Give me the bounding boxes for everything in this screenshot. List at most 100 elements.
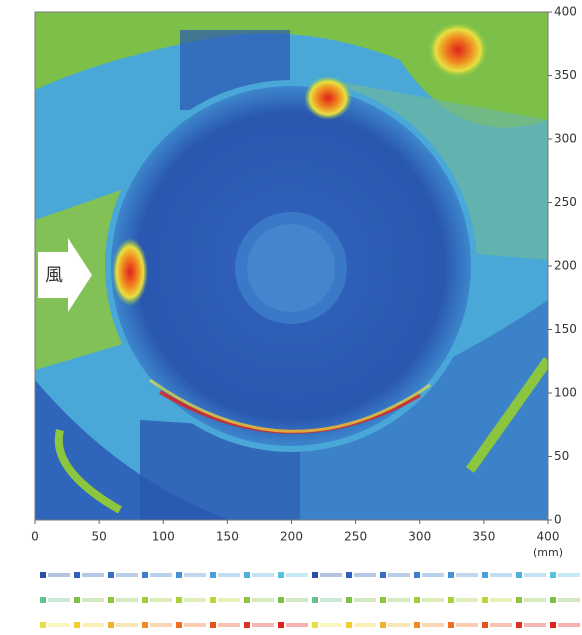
legend-swatch bbox=[278, 622, 284, 628]
legend-swatch bbox=[414, 572, 420, 578]
legend-text-blur bbox=[48, 623, 70, 627]
legend-text-blur bbox=[354, 573, 376, 577]
annotation: 風 bbox=[45, 265, 63, 286]
legend-text-blur bbox=[82, 598, 104, 602]
legend-text-blur bbox=[490, 573, 512, 577]
legend-text-blur bbox=[388, 623, 410, 627]
legend-text-blur bbox=[422, 573, 444, 577]
legend-swatch bbox=[482, 572, 488, 578]
legend-text-blur bbox=[48, 573, 70, 577]
y-tick-label: 200 bbox=[554, 259, 577, 273]
legend-text-blur bbox=[184, 573, 206, 577]
legend-swatch bbox=[448, 622, 454, 628]
x-tick-label: 300 bbox=[408, 530, 431, 544]
x-tick-label: 350 bbox=[472, 530, 495, 544]
legend-swatch bbox=[414, 622, 420, 628]
legend-swatch bbox=[278, 597, 284, 603]
legend-text-blur bbox=[286, 598, 308, 602]
legend-swatch bbox=[550, 622, 556, 628]
legend-text-blur bbox=[82, 573, 104, 577]
legend-swatch bbox=[448, 597, 454, 603]
legend-swatch bbox=[550, 597, 556, 603]
legend-text-blur bbox=[320, 623, 342, 627]
legend-text-blur bbox=[150, 573, 172, 577]
legend-swatch bbox=[244, 597, 250, 603]
legend-text-blur bbox=[558, 573, 580, 577]
legend-swatch bbox=[74, 622, 80, 628]
legend-swatch bbox=[312, 622, 318, 628]
legend-swatch bbox=[142, 572, 148, 578]
legend-text-blur bbox=[524, 573, 546, 577]
legend-text-blur bbox=[354, 623, 376, 627]
legend-text-blur bbox=[150, 623, 172, 627]
x-tick-label: 100 bbox=[152, 530, 175, 544]
legend-swatches bbox=[40, 572, 580, 628]
legend-swatch bbox=[244, 622, 250, 628]
legend-swatch bbox=[176, 572, 182, 578]
legend-text-blur bbox=[252, 598, 274, 602]
legend-text-blur bbox=[558, 623, 580, 627]
legend-text-blur bbox=[184, 623, 206, 627]
legend-text-blur bbox=[286, 623, 308, 627]
y-tick-label: 150 bbox=[554, 322, 577, 336]
legend-text-blur bbox=[422, 623, 444, 627]
legend-text-blur bbox=[48, 598, 70, 602]
legend-text-blur bbox=[252, 623, 274, 627]
legend-swatch bbox=[312, 572, 318, 578]
legend-text-blur bbox=[218, 573, 240, 577]
legend-swatch bbox=[108, 597, 114, 603]
legend-swatch bbox=[550, 572, 556, 578]
legend-swatch bbox=[380, 597, 386, 603]
legend-text-blur bbox=[116, 623, 138, 627]
chart: 風 (mm) 050100150200250300350400050100150… bbox=[0, 0, 582, 635]
heatmap-image bbox=[35, 12, 548, 520]
legend-swatch bbox=[278, 572, 284, 578]
legend-swatch bbox=[414, 597, 420, 603]
y-tick-label: 250 bbox=[554, 195, 577, 209]
legend-swatch bbox=[74, 597, 80, 603]
y-tick-label: 350 bbox=[554, 68, 577, 82]
legend-text-blur bbox=[558, 598, 580, 602]
legend-swatch bbox=[40, 572, 46, 578]
legend-swatch bbox=[346, 572, 352, 578]
x-tick-label: 0 bbox=[31, 530, 39, 544]
x-tick-label: 400 bbox=[537, 530, 560, 544]
legend-text-blur bbox=[320, 573, 342, 577]
legend-text-blur bbox=[456, 623, 478, 627]
legend-swatch bbox=[516, 622, 522, 628]
legend-text-blur bbox=[150, 598, 172, 602]
legend-swatch bbox=[312, 597, 318, 603]
legend-text-blur bbox=[524, 623, 546, 627]
legend-swatch bbox=[210, 572, 216, 578]
legend-swatch bbox=[346, 622, 352, 628]
legend-swatch bbox=[210, 597, 216, 603]
legend-text-blur bbox=[388, 598, 410, 602]
x-tick-label: 50 bbox=[91, 530, 106, 544]
legend-text-blur bbox=[252, 573, 274, 577]
legend-text-blur bbox=[422, 598, 444, 602]
legend-text-blur bbox=[490, 623, 512, 627]
legend-swatch bbox=[108, 572, 114, 578]
legend-swatch bbox=[40, 622, 46, 628]
y-tick-label: 300 bbox=[554, 132, 577, 146]
y-tick-label: 400 bbox=[554, 5, 577, 19]
y-tick-label: 100 bbox=[554, 386, 577, 400]
y-tick-label: 50 bbox=[554, 449, 569, 463]
legend-swatch bbox=[210, 622, 216, 628]
x-unit: (mm) bbox=[533, 546, 563, 559]
legend-text-blur bbox=[388, 573, 410, 577]
legend-swatch bbox=[482, 622, 488, 628]
legend-swatch bbox=[516, 572, 522, 578]
x-tick-label: 150 bbox=[216, 530, 239, 544]
legend-swatch bbox=[346, 597, 352, 603]
legend-text-blur bbox=[456, 598, 478, 602]
legend-text-blur bbox=[286, 573, 308, 577]
legend-text-blur bbox=[456, 573, 478, 577]
legend-text-blur bbox=[524, 598, 546, 602]
legend-swatch bbox=[40, 597, 46, 603]
legend-swatch bbox=[108, 622, 114, 628]
legend-swatch bbox=[516, 597, 522, 603]
legend-swatch bbox=[74, 572, 80, 578]
legend-swatch bbox=[142, 597, 148, 603]
x-tick-label: 250 bbox=[344, 530, 367, 544]
